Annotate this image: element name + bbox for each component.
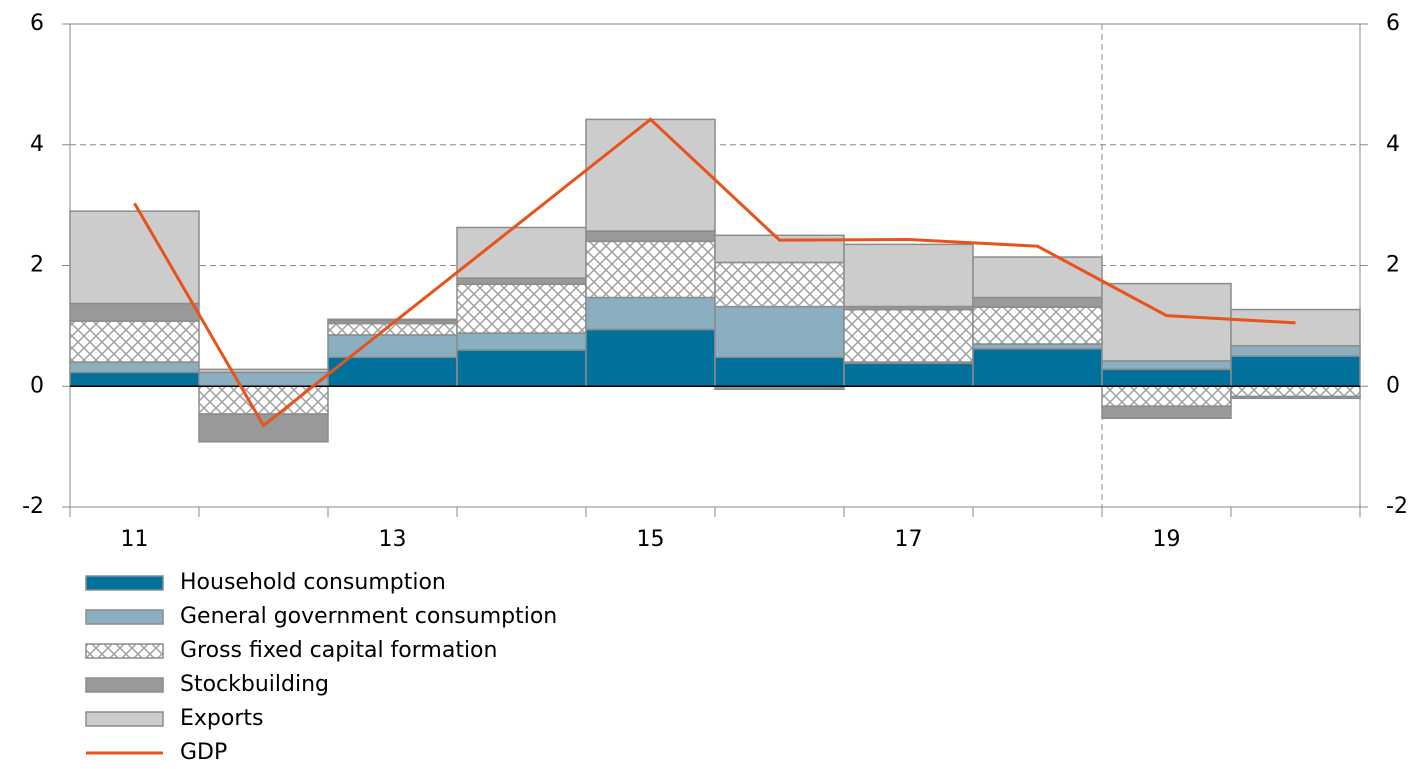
bar <box>456 332 587 351</box>
bar <box>1101 360 1232 371</box>
bar <box>69 302 200 322</box>
bar <box>714 356 845 387</box>
legend-label: Stockbuilding <box>180 672 329 697</box>
legend-label: GDP <box>180 740 227 765</box>
bar <box>1230 355 1361 387</box>
bar <box>69 320 200 363</box>
legend-swatch <box>85 609 164 625</box>
bar <box>972 256 1103 299</box>
bar <box>69 361 200 374</box>
bar <box>972 296 1103 308</box>
bar <box>198 371 329 387</box>
bar <box>1230 308 1361 347</box>
legend-swatch <box>85 643 164 659</box>
bar <box>456 349 587 387</box>
line <box>133 117 1296 428</box>
bar <box>585 118 716 232</box>
bar <box>456 226 587 279</box>
legend-swatch <box>85 711 164 727</box>
bar <box>585 296 716 331</box>
x-tick-label: 13 <box>379 527 407 552</box>
bar <box>1101 385 1232 407</box>
y2-tick-label: 4 <box>1386 132 1400 157</box>
legend-label: Exports <box>180 706 263 731</box>
bar <box>456 277 587 285</box>
bar <box>198 368 329 374</box>
bar <box>714 305 845 359</box>
bar <box>1101 282 1232 362</box>
bar <box>843 308 974 363</box>
bar <box>585 240 716 299</box>
bar <box>1230 385 1361 398</box>
bar <box>198 413 329 443</box>
x-tick-label: 17 <box>895 527 923 552</box>
legend-label: Household consumption <box>180 570 446 595</box>
bar <box>327 334 458 359</box>
bar <box>585 328 716 387</box>
bar <box>1230 395 1361 400</box>
legend-swatch <box>85 677 164 693</box>
bar <box>843 243 974 308</box>
bar <box>1101 368 1232 388</box>
bar <box>456 283 587 334</box>
y2-tick-label: -2 <box>1386 494 1408 519</box>
y2-tick-label: 2 <box>1386 253 1400 278</box>
x-tick-label: 11 <box>121 527 149 552</box>
legend-swatch <box>85 575 164 591</box>
bar <box>69 371 200 387</box>
legend-label: Gross fixed capital formation <box>180 638 497 663</box>
bar <box>585 230 716 243</box>
y2-tick-label: 6 <box>1386 11 1400 36</box>
bar <box>843 362 974 387</box>
bar <box>327 356 458 387</box>
overlay <box>70 117 1360 428</box>
bar <box>69 210 200 305</box>
y-tick-label: 4 <box>30 132 44 157</box>
legend-label: General government consumption <box>180 604 557 629</box>
y2-tick-label: 0 <box>1386 373 1400 398</box>
bars <box>69 118 1361 443</box>
y-tick-label: -2 <box>22 494 44 519</box>
bar <box>714 261 845 308</box>
y-tick-label: 6 <box>30 11 44 36</box>
y-tick-label: 0 <box>30 373 44 398</box>
x-tick-label: 19 <box>1153 527 1181 552</box>
bar <box>327 318 458 322</box>
x-tick-label: 15 <box>637 527 665 552</box>
bar <box>972 348 1103 388</box>
bar <box>1230 345 1361 357</box>
bar <box>972 306 1103 345</box>
y-tick-label: 2 <box>30 253 44 278</box>
bar <box>1101 405 1232 419</box>
